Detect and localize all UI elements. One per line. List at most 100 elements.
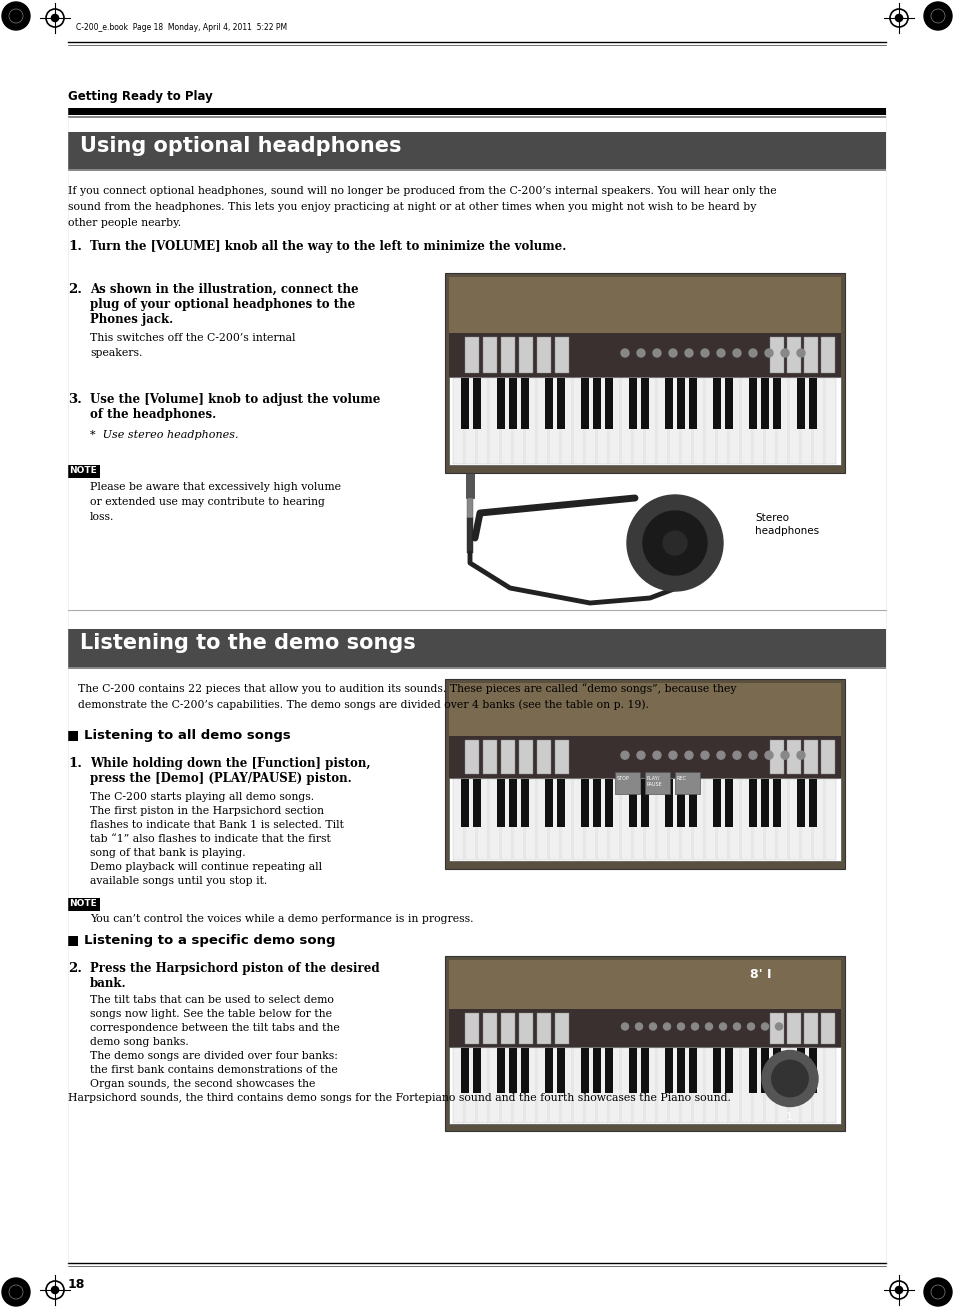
Bar [760, 1048, 768, 1092]
Circle shape [923, 1278, 951, 1305]
Bar [724, 778, 732, 827]
Bar [608, 778, 619, 861]
Bar [605, 1048, 612, 1092]
Bar [803, 740, 817, 774]
Bar [467, 518, 473, 553]
Bar [713, 1048, 720, 1092]
Bar [557, 378, 564, 429]
Bar [537, 1012, 551, 1044]
Text: of the headphones.: of the headphones. [90, 408, 216, 421]
Circle shape [732, 349, 740, 357]
Bar [500, 337, 515, 373]
Bar [513, 1048, 523, 1124]
Text: 1.: 1. [68, 757, 82, 770]
Circle shape [677, 1023, 684, 1029]
Bar [749, 378, 756, 429]
Bar [812, 378, 823, 464]
Bar [473, 1048, 480, 1092]
Bar [689, 378, 696, 429]
Bar [482, 1012, 497, 1044]
Bar [500, 1012, 515, 1044]
Bar [461, 1048, 468, 1092]
Bar [597, 1048, 608, 1124]
Text: sound from the headphones. This lets you enjoy practicing at night or at other t: sound from the headphones. This lets you… [68, 201, 756, 212]
Text: the first bank contains demonstrations of the: the first bank contains demonstrations o… [90, 1065, 337, 1075]
Text: 2.: 2. [68, 961, 82, 974]
Circle shape [717, 751, 724, 759]
Circle shape [626, 494, 722, 591]
Circle shape [748, 349, 757, 357]
Bar [824, 378, 836, 464]
Text: Listening to a specific demo song: Listening to a specific demo song [84, 934, 335, 947]
Bar [593, 778, 600, 827]
Circle shape [649, 1023, 656, 1029]
Bar [444, 273, 844, 473]
Bar [537, 778, 548, 861]
Text: demo song banks.: demo song banks. [90, 1037, 189, 1046]
Bar [518, 740, 533, 774]
Text: You can’t control the voices while a demo performance is in progress.: You can’t control the voices while a dem… [90, 914, 473, 923]
Text: Demo playback will continue repeating all: Demo playback will continue repeating al… [90, 862, 322, 872]
Circle shape [662, 531, 686, 555]
Bar [788, 378, 800, 464]
Bar [545, 778, 552, 827]
Bar [465, 473, 474, 498]
Bar [453, 1048, 464, 1124]
Bar [668, 778, 679, 861]
Text: PLAY/
PAUSE: PLAY/ PAUSE [646, 776, 662, 787]
Bar [555, 1012, 568, 1044]
Bar [444, 956, 844, 1131]
Text: tab “1” also flashes to indicate that the first: tab “1” also flashes to indicate that th… [90, 835, 331, 844]
Bar [677, 1048, 684, 1092]
Bar [461, 778, 468, 827]
Text: speakers.: speakers. [90, 348, 142, 358]
Bar [449, 778, 841, 862]
Circle shape [635, 1023, 641, 1029]
Circle shape [2, 1278, 30, 1305]
Bar [593, 1048, 600, 1092]
Bar [509, 1048, 517, 1092]
Bar [500, 740, 515, 774]
Bar [776, 778, 787, 861]
Circle shape [620, 1023, 628, 1029]
Bar [500, 1048, 512, 1124]
Bar [640, 1048, 648, 1092]
Bar [657, 1048, 667, 1124]
Bar [453, 778, 464, 861]
Bar [640, 378, 648, 429]
Bar [824, 778, 836, 861]
Bar [704, 378, 716, 464]
Bar [449, 277, 841, 334]
Bar [449, 683, 841, 736]
Text: C-200_e.book  Page 18  Monday, April 4, 2011  5:22 PM: C-200_e.book Page 18 Monday, April 4, 20… [76, 24, 287, 31]
Bar [812, 778, 823, 861]
Bar [68, 667, 885, 668]
Circle shape [668, 349, 677, 357]
Bar [713, 378, 720, 429]
Bar [593, 378, 600, 429]
Bar [580, 378, 588, 429]
Bar [500, 778, 512, 861]
Bar [453, 378, 464, 464]
Bar [644, 778, 656, 861]
Circle shape [684, 751, 692, 759]
Bar [545, 378, 552, 429]
Bar [713, 778, 720, 827]
Text: NOTE: NOTE [69, 899, 96, 908]
Bar [449, 960, 841, 1008]
Circle shape [684, 349, 692, 357]
Circle shape [895, 14, 902, 22]
Bar [449, 334, 841, 377]
Circle shape [760, 1023, 768, 1029]
Bar [620, 378, 632, 464]
Text: NOTE: NOTE [69, 466, 96, 475]
Bar [548, 378, 559, 464]
Bar [497, 1048, 504, 1092]
Bar [464, 778, 476, 861]
Text: correspondence between the tilt tabs and the: correspondence between the tilt tabs and… [90, 1023, 339, 1033]
Bar [524, 1048, 536, 1124]
Bar [476, 1048, 488, 1124]
Text: 2.: 2. [68, 283, 82, 296]
Bar [812, 1048, 823, 1124]
Circle shape [652, 349, 660, 357]
